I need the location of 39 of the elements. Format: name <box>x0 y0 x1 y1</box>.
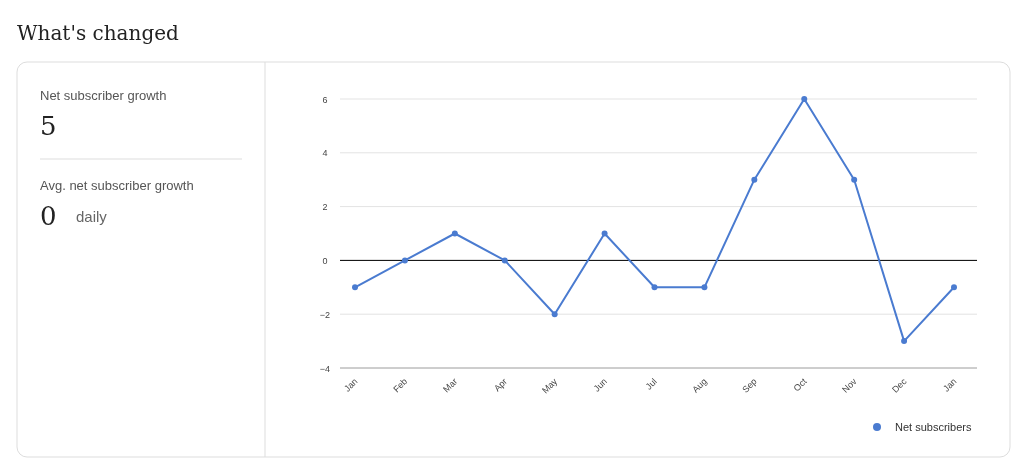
x-tick-label: Sep <box>740 376 759 395</box>
x-tick-label: Jan <box>941 376 959 394</box>
x-tick-label: Dec <box>890 376 909 395</box>
x-tick-label: Jul <box>643 376 659 392</box>
text: Avg. net subscriber growth <box>40 178 194 193</box>
point <box>851 176 858 183</box>
point <box>801 96 808 102</box>
y-tick-label: 4 <box>322 148 328 159</box>
x-tick-label: Mar <box>441 376 460 395</box>
x-tick-label: Aug <box>690 376 709 395</box>
text: 5 <box>40 111 57 141</box>
x-tick-label: Oct <box>791 376 810 394</box>
x-tick-label: Apr <box>492 376 510 394</box>
text: Net subscriber growth <box>40 88 167 103</box>
x-tick-label: Jan <box>342 376 360 394</box>
point <box>701 284 708 291</box>
point <box>551 311 558 318</box>
x-tick-label: Jun <box>591 376 609 394</box>
y-tick-label: 0 <box>322 255 328 266</box>
y-tick-label: −4 <box>319 363 331 374</box>
point <box>901 338 908 345</box>
y-tick-label: −2 <box>319 309 331 320</box>
point <box>751 176 758 183</box>
point <box>951 284 957 291</box>
x-tick-label: Nov <box>840 376 859 395</box>
point <box>451 230 458 237</box>
point <box>401 257 408 264</box>
y-tick-label: 6 <box>322 94 328 105</box>
legend-label: Net subscribers <box>895 421 972 433</box>
x-tick-label: Feb <box>391 376 410 395</box>
point <box>352 284 358 291</box>
text: daily <box>76 208 108 225</box>
y-tick-label: 2 <box>322 202 328 213</box>
point <box>651 284 658 291</box>
text: What's changed <box>17 21 180 45</box>
x-tick-label: May <box>539 376 560 396</box>
point <box>501 257 508 264</box>
point <box>601 230 608 237</box>
text: 0 <box>40 201 57 231</box>
